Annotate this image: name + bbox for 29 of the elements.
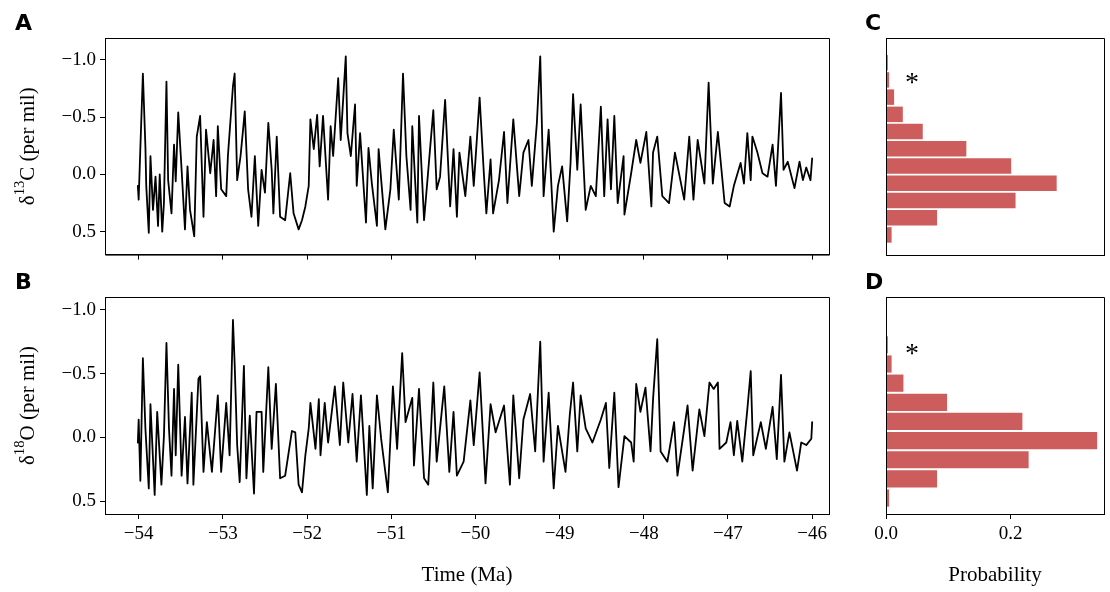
x-tick-label: 0.0 <box>874 522 898 544</box>
chart-title: C <box>865 10 882 35</box>
chart-title: D <box>865 269 884 294</box>
chart-title: A <box>15 10 33 35</box>
y-axis-title: δ13C (per mil) <box>10 87 39 206</box>
y-tick-label: 0.0 <box>72 162 96 184</box>
x-tick-label: −51 <box>376 522 407 544</box>
chart-title: B <box>15 269 32 294</box>
x-tick-label: −53 <box>208 522 238 544</box>
x-tick-label: −47 <box>713 522 743 544</box>
y-tick-label: −1.0 <box>61 47 96 69</box>
y-tick-label: −1.0 <box>61 297 96 319</box>
y-tick-label: −0.5 <box>61 105 96 127</box>
y-tick-label: 0.5 <box>72 489 96 511</box>
annotation: * <box>905 337 919 369</box>
x-tick-label: 0.2 <box>998 522 1023 544</box>
x-tick-label: −49 <box>544 522 575 544</box>
x-tick-label: −50 <box>460 522 491 544</box>
x-axis-title: Probability <box>948 561 1043 586</box>
x-tick-label: −46 <box>797 522 828 544</box>
annotation: * <box>905 66 919 98</box>
y-axis-title: δ18O (per mil) <box>10 345 39 466</box>
y-tick-label: 0.5 <box>72 219 96 241</box>
x-axis-title: Time (Ma) <box>421 561 513 586</box>
y-tick-label: 0.0 <box>72 425 96 447</box>
y-tick-label: −0.5 <box>61 361 96 383</box>
x-tick-label: −48 <box>628 522 659 544</box>
x-tick-label: −52 <box>292 522 322 544</box>
x-tick-label: −54 <box>123 522 155 544</box>
